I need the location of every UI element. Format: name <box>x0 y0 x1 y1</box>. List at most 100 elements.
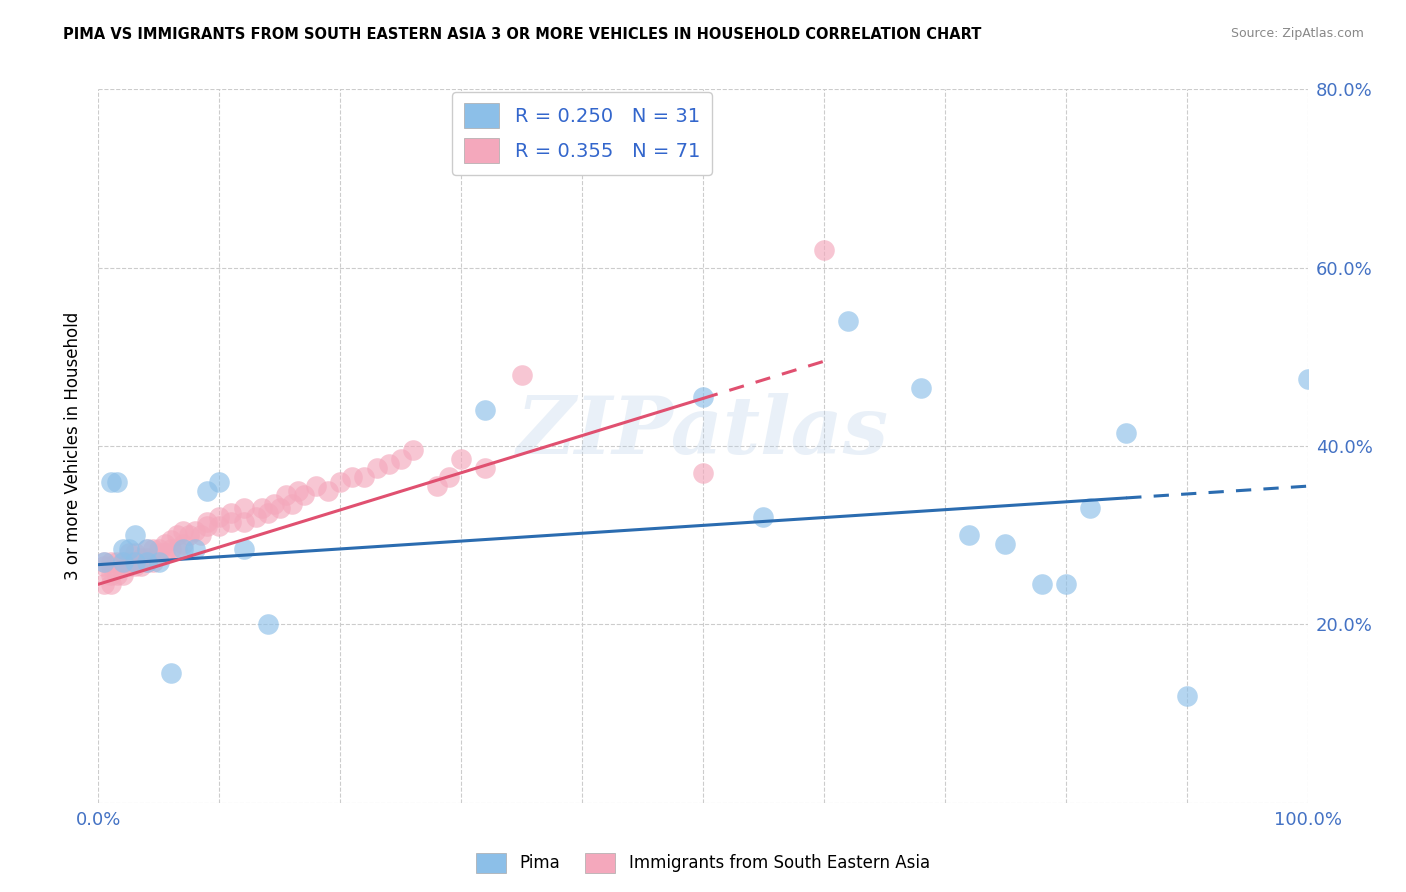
Point <box>389 452 412 467</box>
Y-axis label: 3 or more Vehicles in Household: 3 or more Vehicles in Household <box>65 312 83 580</box>
Point <box>994 537 1017 551</box>
Point <box>221 506 243 520</box>
Point <box>111 541 134 556</box>
Point <box>232 541 254 556</box>
Point <box>195 515 218 529</box>
Point <box>426 479 449 493</box>
Point <box>366 461 388 475</box>
Point <box>179 528 201 542</box>
Point <box>105 568 128 582</box>
Point <box>111 555 134 569</box>
Point <box>274 488 297 502</box>
Point <box>129 559 152 574</box>
Point <box>148 555 170 569</box>
Point <box>105 475 128 489</box>
Point <box>474 461 496 475</box>
Point <box>160 541 183 556</box>
Point <box>292 488 315 502</box>
Point <box>118 546 141 560</box>
Point <box>208 475 231 489</box>
Point <box>124 555 146 569</box>
Point <box>263 497 285 511</box>
Point <box>402 443 425 458</box>
Point <box>329 475 352 489</box>
Point <box>474 403 496 417</box>
Point <box>124 528 146 542</box>
Point <box>184 541 207 556</box>
Point <box>100 559 122 574</box>
Point <box>195 519 218 533</box>
Point <box>232 515 254 529</box>
Point <box>111 568 134 582</box>
Point <box>353 470 375 484</box>
Point <box>195 483 218 498</box>
Point <box>100 475 122 489</box>
Point <box>208 510 231 524</box>
Point <box>245 510 267 524</box>
Point <box>148 541 170 556</box>
Point <box>184 524 207 538</box>
Point <box>105 555 128 569</box>
Point <box>256 506 278 520</box>
Point <box>957 528 980 542</box>
Point <box>153 546 176 560</box>
Point <box>172 537 194 551</box>
Point <box>837 314 859 328</box>
Point <box>166 528 188 542</box>
Text: ZIPatlas: ZIPatlas <box>517 393 889 470</box>
Point <box>172 524 194 538</box>
Point <box>813 243 835 257</box>
Point <box>148 546 170 560</box>
Point <box>250 501 273 516</box>
Point <box>208 519 231 533</box>
Point <box>135 555 157 569</box>
Point <box>111 559 134 574</box>
Legend: Pima, Immigrants from South Eastern Asia: Pima, Immigrants from South Eastern Asia <box>470 847 936 880</box>
Point <box>166 541 188 556</box>
Point <box>124 555 146 569</box>
Point <box>100 577 122 591</box>
Point <box>160 533 183 547</box>
Point <box>111 555 134 569</box>
Point <box>135 541 157 556</box>
Point <box>135 550 157 565</box>
Point <box>100 568 122 582</box>
Point <box>910 381 932 395</box>
Point <box>269 501 291 516</box>
Point <box>118 559 141 574</box>
Legend: R = 0.250   N = 31, R = 0.355   N = 71: R = 0.250 N = 31, R = 0.355 N = 71 <box>453 92 711 175</box>
Point <box>142 555 165 569</box>
Point <box>232 501 254 516</box>
Point <box>692 466 714 480</box>
Point <box>100 555 122 569</box>
Point <box>342 470 364 484</box>
Point <box>160 666 183 681</box>
Point <box>1115 425 1137 440</box>
Text: PIMA VS IMMIGRANTS FROM SOUTH EASTERN ASIA 3 OR MORE VEHICLES IN HOUSEHOLD CORRE: PIMA VS IMMIGRANTS FROM SOUTH EASTERN AS… <box>63 27 981 42</box>
Text: Source: ZipAtlas.com: Source: ZipAtlas.com <box>1230 27 1364 40</box>
Point <box>437 470 460 484</box>
Point <box>1296 372 1319 386</box>
Point <box>93 577 115 591</box>
Point <box>1078 501 1101 516</box>
Point <box>135 555 157 569</box>
Point <box>124 546 146 560</box>
Point <box>377 457 399 471</box>
Point <box>316 483 339 498</box>
Point <box>1031 577 1053 591</box>
Point <box>450 452 472 467</box>
Point <box>118 541 141 556</box>
Point <box>124 559 146 574</box>
Point <box>142 541 165 556</box>
Point <box>172 541 194 556</box>
Point <box>190 528 212 542</box>
Point <box>256 617 278 632</box>
Point <box>93 555 115 569</box>
Point <box>135 541 157 556</box>
Point <box>1175 689 1198 703</box>
Point <box>287 483 309 498</box>
Point <box>510 368 533 382</box>
Point <box>692 390 714 404</box>
Point <box>93 559 115 574</box>
Point <box>305 479 328 493</box>
